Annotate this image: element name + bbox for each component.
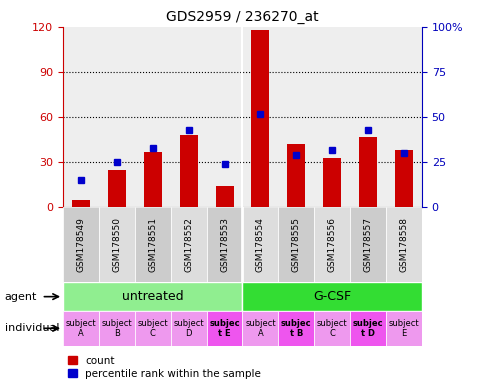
Text: subject
C: subject C: [137, 319, 168, 338]
Text: GSM178552: GSM178552: [184, 217, 193, 272]
FancyBboxPatch shape: [170, 207, 206, 282]
FancyBboxPatch shape: [385, 207, 421, 282]
FancyBboxPatch shape: [349, 207, 385, 282]
Bar: [287, 144, 304, 207]
Text: subject
D: subject D: [173, 319, 204, 338]
Text: untreated: untreated: [121, 290, 183, 303]
Text: G-CSF: G-CSF: [313, 290, 350, 303]
Legend: count, percentile rank within the sample: count, percentile rank within the sample: [68, 356, 260, 379]
FancyBboxPatch shape: [135, 207, 170, 282]
FancyBboxPatch shape: [170, 311, 206, 346]
FancyBboxPatch shape: [278, 311, 314, 346]
Text: subject
E: subject E: [388, 319, 419, 338]
Bar: [143, 152, 161, 207]
Text: GSM178555: GSM178555: [291, 217, 300, 272]
Text: agent: agent: [5, 291, 37, 302]
Bar: [394, 150, 412, 207]
Text: subject
C: subject C: [316, 319, 347, 338]
Text: individual: individual: [5, 323, 59, 333]
FancyBboxPatch shape: [99, 207, 135, 282]
FancyBboxPatch shape: [314, 311, 349, 346]
Text: GSM178554: GSM178554: [256, 217, 264, 272]
Title: GDS2959 / 236270_at: GDS2959 / 236270_at: [166, 10, 318, 25]
FancyBboxPatch shape: [242, 282, 421, 311]
Text: subject
A: subject A: [244, 319, 275, 338]
Bar: [358, 137, 376, 207]
Text: GSM178553: GSM178553: [220, 217, 228, 272]
FancyBboxPatch shape: [135, 311, 170, 346]
Bar: [322, 158, 340, 207]
Text: subjec
t B: subjec t B: [280, 319, 311, 338]
FancyBboxPatch shape: [349, 311, 385, 346]
FancyBboxPatch shape: [314, 207, 349, 282]
Bar: [215, 186, 233, 207]
Text: GSM178550: GSM178550: [112, 217, 121, 272]
FancyBboxPatch shape: [63, 207, 99, 282]
FancyBboxPatch shape: [63, 311, 99, 346]
Text: GSM178558: GSM178558: [399, 217, 408, 272]
Text: subjec
t D: subjec t D: [352, 319, 383, 338]
FancyBboxPatch shape: [206, 207, 242, 282]
Text: subject
A: subject A: [65, 319, 96, 338]
Text: GSM178557: GSM178557: [363, 217, 372, 272]
FancyBboxPatch shape: [206, 311, 242, 346]
Bar: [72, 200, 90, 207]
FancyBboxPatch shape: [63, 282, 242, 311]
Text: subjec
t E: subjec t E: [209, 319, 240, 338]
FancyBboxPatch shape: [278, 207, 314, 282]
Bar: [251, 30, 269, 207]
Bar: [179, 135, 197, 207]
FancyBboxPatch shape: [385, 311, 421, 346]
Text: GSM178551: GSM178551: [148, 217, 157, 272]
Text: subject
B: subject B: [101, 319, 132, 338]
FancyBboxPatch shape: [242, 207, 278, 282]
Bar: [107, 170, 125, 207]
FancyBboxPatch shape: [242, 311, 278, 346]
Text: GSM178556: GSM178556: [327, 217, 336, 272]
FancyBboxPatch shape: [99, 311, 135, 346]
Text: GSM178549: GSM178549: [76, 217, 85, 272]
